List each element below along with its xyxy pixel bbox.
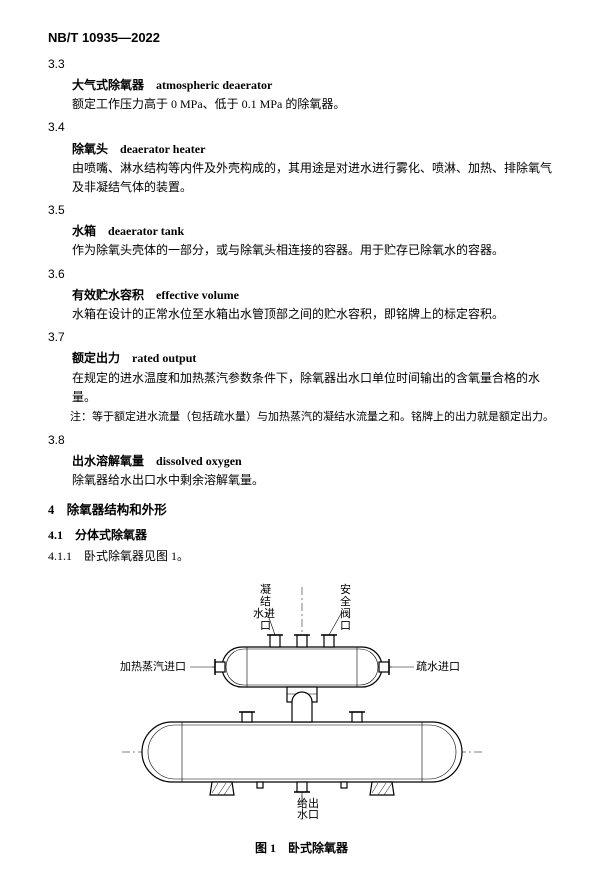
label-safety-b: 全 [340,594,351,608]
sec-3-6-num: 3.6 [48,265,555,284]
def-3-7: 在规定的进水温度和加热蒸汽参数条件下，除氧器出水口单位时间输出的含氧量合格的水量… [72,369,555,407]
term-3-3-cn: 大气式除氧器 [72,78,144,92]
term-3-6: 有效贮水容积 effective volume [72,286,555,305]
term-3-5: 水箱 deaerator tank [72,222,555,241]
def-3-6: 水箱在设计的正常水位至水箱出水管顶部之间的贮水容积，即铭牌上的标定容积。 [72,305,555,324]
deaerator-diagram: 凝 结 水进 口 安 全 阀 口 加热蒸汽进口 疏水进口 给 水 出 口 [92,577,512,827]
term-3-4-en: deaerator heater [120,142,205,156]
label-safety-c: 阀 [340,606,351,620]
heading-4: 4 除氧器结构和外形 [48,500,555,520]
term-3-7-en: rated output [132,351,196,365]
sec-3-3-num: 3.3 [48,55,555,74]
figure-1-caption: 图 1 卧式除氧器 [48,839,555,858]
label-feed-c: 出 [308,796,319,810]
label-condensate-a: 凝 [260,582,271,596]
def-3-4: 由喷嘴、淋水结构等内件及外壳构成的，其用途是对进水进行雾化、喷淋、加热、排除氧气… [72,159,555,197]
figure-1: 凝 结 水进 口 安 全 阀 口 加热蒸汽进口 疏水进口 给 水 出 口 [48,577,555,833]
sec-3-5-num: 3.5 [48,201,555,220]
term-3-6-en: effective volume [156,288,239,302]
label-feed-b: 水 [297,808,308,821]
note-3-7: 注：等于额定进水流量（包括疏水量）与加热蒸汽的凝结水流量之和。铭牌上的出力就是额… [70,409,555,427]
sec-3-7-num: 3.7 [48,328,555,347]
term-3-3-en: atmospheric deaerator [156,78,272,92]
label-condensate-b: 结 [260,595,271,608]
standard-number: NB/T 10935—2022 [48,28,555,49]
term-3-6-cn: 有效贮水容积 [72,288,144,302]
term-3-7: 额定出力 rated output [72,349,555,368]
term-3-5-en: deaerator tank [108,224,184,238]
term-3-4: 除氧头 deaerator heater [72,140,555,159]
def-3-8: 除氧器给水出口水中剩余溶解氧量。 [72,471,555,490]
sec-3-8-num: 3.8 [48,431,555,450]
term-3-8-cn: 出水溶解氧量 [72,454,144,468]
term-3-8-en: dissolved oxygen [156,454,242,468]
label-condensate-c: 水进 [253,607,275,620]
label-condensate-d: 口 [260,620,271,632]
heading-4-1-1: 4.1.1 卧式除氧器见图 1。 [48,547,555,566]
term-3-7-cn: 额定出力 [72,351,120,365]
label-feed-d: 口 [308,809,319,821]
label-safety-d: 口 [340,620,351,632]
term-3-8: 出水溶解氧量 dissolved oxygen [72,452,555,471]
label-steam-in: 加热蒸汽进口 [120,659,186,673]
heading-4-1: 4.1 分体式除氧器 [48,526,555,545]
term-3-4-cn: 除氧头 [72,142,108,156]
label-drain-in: 疏水进口 [416,659,460,673]
def-3-3: 额定工作压力高于 0 MPa、低于 0.1 MPa 的除氧器。 [72,95,555,114]
def-3-5: 作为除氧头壳体的一部分，或与除氧头相连接的容器。用于贮存已除氧水的容器。 [72,241,555,260]
term-3-5-cn: 水箱 [72,224,96,238]
term-3-3: 大气式除氧器 atmospheric deaerator [72,76,555,95]
label-safety-a: 安 [340,582,351,596]
sec-3-4-num: 3.4 [48,118,555,137]
